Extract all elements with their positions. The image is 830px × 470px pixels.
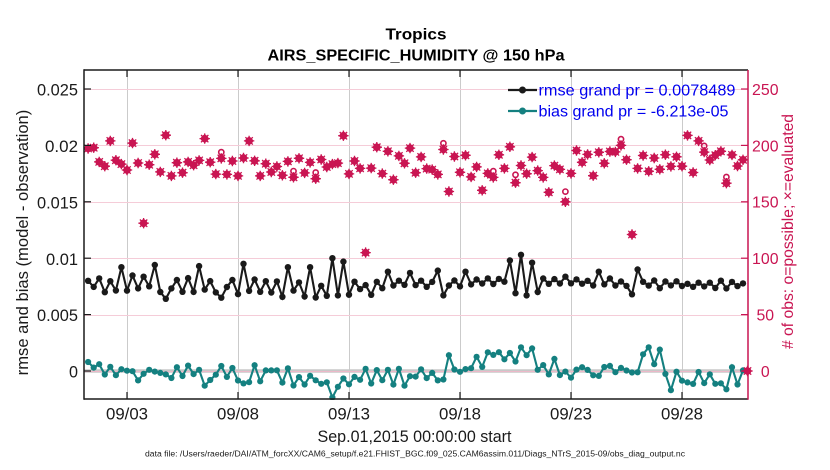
svg-text:rmse and bias (model - observa: rmse and bias (model - observation)	[13, 110, 32, 376]
svg-text:0: 0	[69, 363, 78, 382]
svg-text:09/08: 09/08	[217, 405, 259, 424]
svg-text:# of obs: o=possible; ×=evalua: # of obs: o=possible; ×=evaluated	[780, 114, 797, 349]
svg-text:AIRS_SPECIFIC_HUMIDITY @ 150 h: AIRS_SPECIFIC_HUMIDITY @ 150 hPa	[268, 48, 565, 65]
svg-text:0.01: 0.01	[46, 250, 78, 269]
svg-text:100: 100	[752, 251, 779, 268]
svg-text:0: 0	[761, 364, 770, 381]
svg-text:09/03: 09/03	[106, 405, 148, 424]
svg-text:09/18: 09/18	[439, 405, 481, 424]
svg-text:09/23: 09/23	[550, 405, 592, 424]
svg-text:200: 200	[752, 138, 779, 155]
svg-text:50: 50	[757, 308, 775, 325]
svg-text:data file: /Users/raeder/DAI/A: data file: /Users/raeder/DAI/ATM_forcXX/…	[145, 449, 686, 459]
svg-text:rmse grand pr = 0.0078489: rmse grand pr = 0.0078489	[539, 83, 736, 100]
svg-text:0.025: 0.025	[37, 81, 78, 100]
svg-text:250: 250	[752, 82, 779, 99]
svg-text:0.015: 0.015	[37, 193, 78, 212]
svg-text:0.005: 0.005	[37, 306, 78, 325]
svg-text:bias grand pr = -6.213e-05: bias grand pr = -6.213e-05	[539, 104, 729, 121]
svg-text:Sep.01,2015 00:00:00 start: Sep.01,2015 00:00:00 start	[318, 427, 512, 446]
svg-text:0.02: 0.02	[45, 137, 78, 156]
svg-text:09/28: 09/28	[661, 405, 703, 424]
svg-text:09/13: 09/13	[328, 405, 370, 424]
svg-text:150: 150	[752, 195, 779, 212]
svg-text:Tropics: Tropics	[386, 27, 447, 44]
